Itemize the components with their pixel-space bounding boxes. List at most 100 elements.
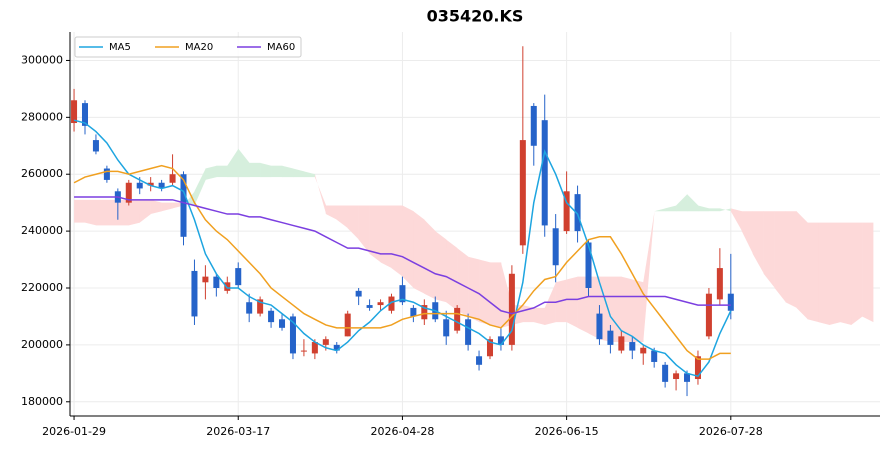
x-tick-label: 2026-03-17: [206, 425, 270, 438]
cloud-segment: [862, 222, 874, 323]
candle-body: [289, 316, 296, 354]
candle-body: [399, 285, 406, 303]
candle-body: [454, 307, 461, 331]
candle-body: [574, 194, 581, 232]
cloud-segment: [292, 168, 305, 178]
cloud-segment: [194, 168, 206, 206]
legend-label: MA60: [267, 42, 295, 53]
cloud-segment: [577, 276, 589, 334]
candle-body: [497, 336, 504, 345]
candle-body: [257, 299, 264, 314]
cloud-segment: [117, 199, 130, 226]
cloud-segment: [249, 162, 261, 178]
x-tick-label: 2026-07-28: [699, 425, 763, 438]
cloud-segment: [260, 162, 272, 178]
candle-body: [640, 347, 647, 354]
cloud-segment: [741, 211, 753, 254]
candle-body: [169, 174, 176, 183]
cloud-segment: [610, 276, 622, 343]
cloud-segment: [139, 199, 151, 223]
candle-body: [651, 350, 658, 362]
candle-body: [355, 290, 362, 297]
x-tick-label: 2026-01-29: [42, 425, 106, 438]
cloud-segment: [161, 202, 173, 212]
candle-body: [246, 302, 253, 314]
axes: 180000 200000 220000 240000 260000 280000 3000…: [21, 32, 880, 438]
y-tick-label: 200000: [21, 338, 63, 351]
candle-body: [629, 342, 636, 351]
cloud-segment: [369, 205, 381, 263]
candle-body: [213, 276, 220, 288]
cloud-segment: [457, 248, 469, 317]
cloud-segment: [325, 205, 338, 220]
candle-body: [147, 182, 154, 186]
candle-body: [388, 296, 395, 311]
candle-body: [486, 339, 494, 357]
y-tick-label: 180000: [21, 395, 63, 408]
candle-body: [476, 356, 483, 365]
candle-body: [662, 364, 669, 382]
cloud-segment: [380, 205, 392, 269]
cloud-segment: [708, 208, 721, 212]
candle-body: [596, 313, 603, 340]
candle-body: [519, 140, 526, 246]
candle-body: [465, 319, 472, 345]
cloud-segment: [150, 199, 162, 215]
cloud-segment: [796, 211, 808, 320]
cloud-segment: [829, 222, 841, 325]
cloud-segment: [752, 211, 764, 274]
candles: [71, 46, 734, 397]
candle-body: [202, 276, 209, 283]
candle-body: [705, 293, 712, 337]
cloud-segment: [730, 208, 743, 232]
cloud-segment: [566, 276, 578, 328]
y-tick-label: 220000: [21, 281, 63, 294]
candle-body: [443, 319, 450, 337]
candle-body: [191, 270, 198, 317]
candle-body: [71, 100, 78, 124]
candle-body: [508, 273, 515, 345]
candle-body: [322, 339, 329, 345]
cloud-segment: [282, 165, 294, 178]
legend-label: MA5: [109, 42, 131, 53]
candle-body: [530, 105, 537, 146]
cloud-segment: [840, 222, 852, 325]
legend-box: [74, 36, 302, 58]
cloud-segment: [424, 219, 436, 300]
cloud-segment: [774, 211, 786, 303]
cloud-segment: [402, 205, 414, 288]
ma-line: [73, 119, 732, 378]
cloud-segment: [763, 211, 775, 288]
cloud-segment: [533, 307, 546, 325]
cloud-segment: [697, 205, 710, 212]
cloud-segment: [719, 208, 732, 212]
cloud-segment: [687, 194, 699, 212]
candle-body: [344, 313, 351, 337]
cloud-segment: [227, 148, 239, 178]
cloud-segment: [314, 174, 327, 215]
candle-body: [727, 293, 734, 311]
legend: MA5 MA20 MA60: [74, 36, 302, 58]
cloud-segment: [544, 282, 556, 325]
ma-line: [74, 196, 731, 315]
candle-body: [125, 182, 132, 203]
legend-label: MA20: [185, 42, 213, 53]
cloud-segment: [271, 165, 283, 178]
cloud-segment: [238, 148, 250, 178]
candle-body: [279, 319, 286, 328]
candle-body: [684, 373, 691, 382]
y-tick-label: 280000: [21, 110, 63, 123]
cloud-segment: [479, 259, 491, 325]
candle-body: [421, 305, 428, 320]
candle-body: [158, 182, 165, 189]
cloud: [74, 148, 874, 343]
candle-body: [552, 228, 559, 266]
cloud-segment: [621, 276, 633, 343]
cloud-segment: [347, 205, 359, 240]
cloud-segment: [205, 165, 217, 180]
candle-body: [136, 182, 143, 189]
cloud-segment: [391, 205, 403, 277]
cloud-segment: [807, 222, 819, 323]
candle-body: [224, 282, 231, 291]
